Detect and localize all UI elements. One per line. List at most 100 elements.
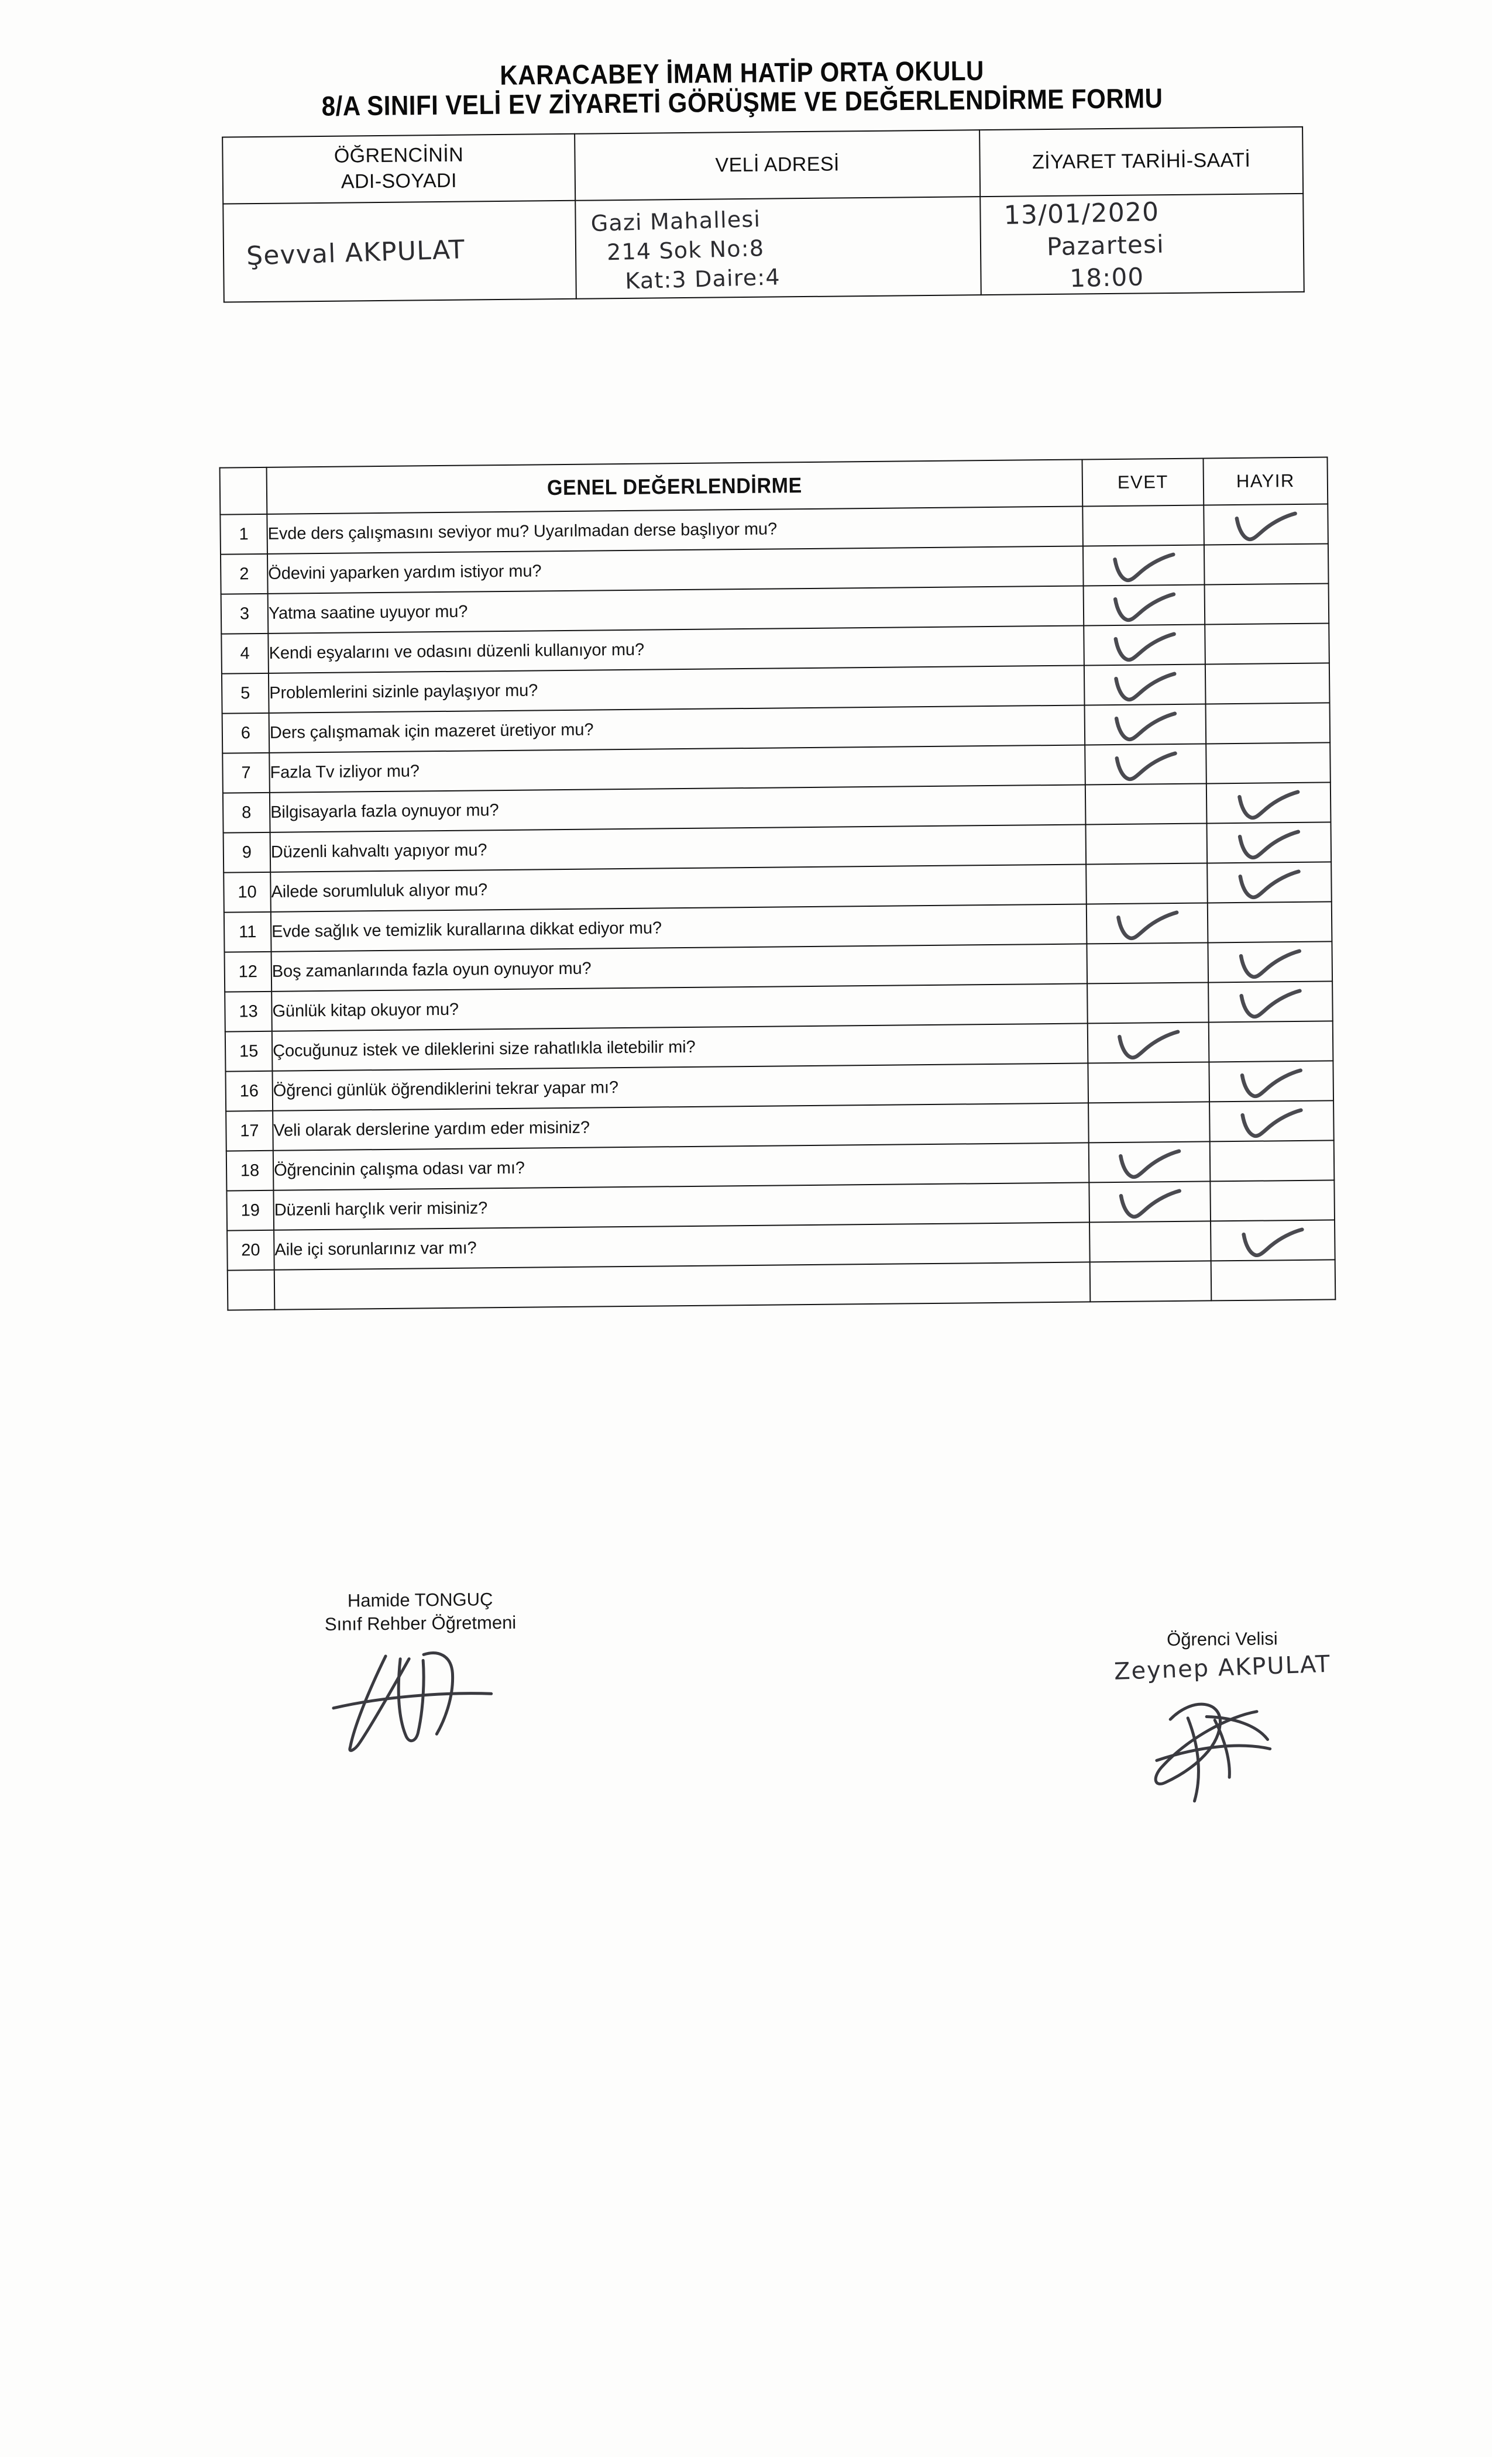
header-cell-no: HAYIR: [1203, 457, 1328, 505]
row-number: 2: [220, 553, 268, 594]
row-number: 12: [224, 951, 272, 992]
check-mark-icon: [1110, 710, 1180, 745]
row-number: 7: [222, 752, 270, 793]
parent-signature-block: Öğrenci Velisi Zeynep AKPULAT: [1058, 1626, 1388, 1812]
visit-datetime-value: 13/01/2020 Pazartesi 18:00: [980, 192, 1304, 297]
field-address[interactable]: Gazi Mahallesi 214 Sok No:8 Kat:3 Daire:…: [575, 197, 981, 300]
row-answer-yes[interactable]: [1085, 823, 1208, 865]
check-mark-icon: [1114, 1147, 1184, 1183]
check-mark-icon: [1234, 828, 1304, 863]
row-answer-no[interactable]: [1208, 941, 1333, 983]
row-answer-no[interactable]: [1205, 703, 1331, 744]
student-name-value: Şevval AKPULAT: [246, 234, 466, 271]
row-answer-yes[interactable]: [1089, 1181, 1211, 1223]
check-mark-icon: [1234, 868, 1304, 903]
info-table-header-row: ÖĞRENCİNİN ADI-SOYADI VELİ ADRESİ ZİYARE…: [222, 126, 1304, 204]
check-mark-icon: [1237, 1226, 1308, 1261]
header-cell-yes: EVET: [1082, 458, 1204, 507]
row-number: 8: [222, 792, 270, 833]
student-label-line1: ÖĞRENCİNİN: [334, 144, 464, 168]
check-mark-icon: [1109, 630, 1180, 666]
row-answer-no[interactable]: [1204, 504, 1328, 545]
row-number: 1: [220, 514, 267, 555]
row-answer-yes[interactable]: [1087, 1022, 1209, 1064]
teacher-name: Hamide TONGUÇ: [347, 1589, 493, 1611]
row-answer-yes[interactable]: [1088, 1062, 1210, 1103]
row-answer-yes[interactable]: [1084, 624, 1205, 666]
row-answer-no[interactable]: [1205, 623, 1329, 665]
no-column-label: HAYIR: [1236, 470, 1295, 491]
row-answer-no[interactable]: [1206, 742, 1331, 784]
row-number: 16: [225, 1071, 273, 1111]
row-answer-no[interactable]: [1209, 1061, 1334, 1102]
check-mark-icon: [1235, 947, 1305, 983]
row-answer-yes[interactable]: [1086, 863, 1208, 904]
row-answer-yes[interactable]: [1082, 505, 1204, 546]
row-answer-no[interactable]: [1206, 782, 1331, 824]
row-number: 15: [225, 1031, 273, 1072]
row-answer-yes[interactable]: [1088, 1141, 1211, 1183]
row-answer-yes[interactable]: [1087, 982, 1209, 1024]
row-answer-yes[interactable]: [1088, 1102, 1210, 1143]
evaluation-title: GENEL DEĞERLENDİRME: [546, 473, 803, 500]
header-cell-evaluation: GENEL DEĞERLENDİRME: [266, 459, 1083, 514]
row-answer-no[interactable]: [1204, 543, 1329, 585]
student-info-table: ÖĞRENCİNİN ADI-SOYADI VELİ ADRESİ ZİYARE…: [222, 126, 1305, 303]
row-number: 5: [221, 673, 269, 714]
teacher-role: Sınıf Rehber Öğretmeni: [324, 1612, 517, 1635]
row-answer-yes[interactable]: [1085, 744, 1206, 785]
row-number: 10: [224, 872, 271, 913]
general-evaluation-table: GENEL DEĞERLENDİRME EVET HAYIR 1 Evde der…: [219, 456, 1336, 1310]
check-mark-icon: [1110, 670, 1180, 706]
header-cell-number: [219, 467, 267, 515]
row-answer-yes[interactable]: [1084, 704, 1206, 745]
row-answer-yes[interactable]: [1084, 664, 1206, 706]
row-answer-yes[interactable]: [1083, 584, 1205, 626]
row-answer-yes[interactable]: [1086, 903, 1208, 944]
row-number: 20: [227, 1230, 274, 1271]
row-answer-no[interactable]: [1207, 862, 1332, 903]
check-mark-icon: [1111, 749, 1181, 785]
row-answer-no[interactable]: [1208, 1021, 1333, 1062]
check-mark-icon: [1113, 1028, 1183, 1064]
row-answer-yes[interactable]: [1089, 1221, 1211, 1262]
row-answer-no[interactable]: [1209, 1140, 1335, 1182]
row-answer-yes[interactable]: [1087, 942, 1209, 984]
spacer-no-cell: [1211, 1259, 1336, 1301]
check-mark-icon: [1230, 510, 1301, 545]
row-answer-no[interactable]: [1208, 981, 1333, 1023]
info-table-value-row: Şevval AKPULAT Gazi Mahallesi 214 Sok No…: [223, 192, 1304, 302]
parent-name: Zeynep AKPULAT: [1113, 1650, 1332, 1686]
row-answer-no[interactable]: [1205, 663, 1330, 704]
yes-column-label: EVET: [1117, 472, 1169, 493]
row-number: 18: [226, 1150, 274, 1191]
check-mark-icon: [1109, 590, 1179, 626]
row-answer-no[interactable]: [1207, 901, 1332, 943]
header-cell-visit-date: ZİYARET TARİHİ-SAATİ: [979, 126, 1304, 197]
field-visit-datetime[interactable]: 13/01/2020 Pazartesi 18:00: [980, 192, 1304, 297]
header-cell-address: VELİ ADRESİ: [575, 130, 981, 201]
row-answer-no[interactable]: [1209, 1100, 1334, 1142]
row-answer-yes[interactable]: [1085, 783, 1207, 825]
row-number: 19: [226, 1190, 274, 1231]
row-number: 13: [225, 991, 272, 1032]
header-cell-student-name: ÖĞRENCİNİN ADI-SOYADI: [222, 133, 576, 204]
row-number: 17: [226, 1110, 273, 1151]
row-number: 6: [222, 713, 270, 753]
row-number: 11: [224, 911, 271, 952]
row-answer-no[interactable]: [1210, 1180, 1335, 1221]
row-answer-no[interactable]: [1206, 822, 1332, 863]
row-answer-no[interactable]: [1204, 583, 1329, 625]
row-answer-no[interactable]: [1211, 1220, 1335, 1261]
address-line-1: Gazi Mahallesi: [590, 206, 761, 237]
field-student-name[interactable]: Şevval AKPULAT: [223, 200, 576, 302]
row-answer-yes[interactable]: [1082, 545, 1205, 586]
row-number: 4: [221, 633, 269, 674]
visit-date-value: 13/01/2020: [1003, 197, 1160, 231]
row-number: 3: [221, 593, 269, 634]
check-mark-icon: [1112, 908, 1182, 944]
check-mark-icon: [1236, 1106, 1307, 1142]
parent-role: Öğrenci Velisi: [1166, 1628, 1278, 1650]
check-mark-icon: [1236, 1066, 1307, 1102]
